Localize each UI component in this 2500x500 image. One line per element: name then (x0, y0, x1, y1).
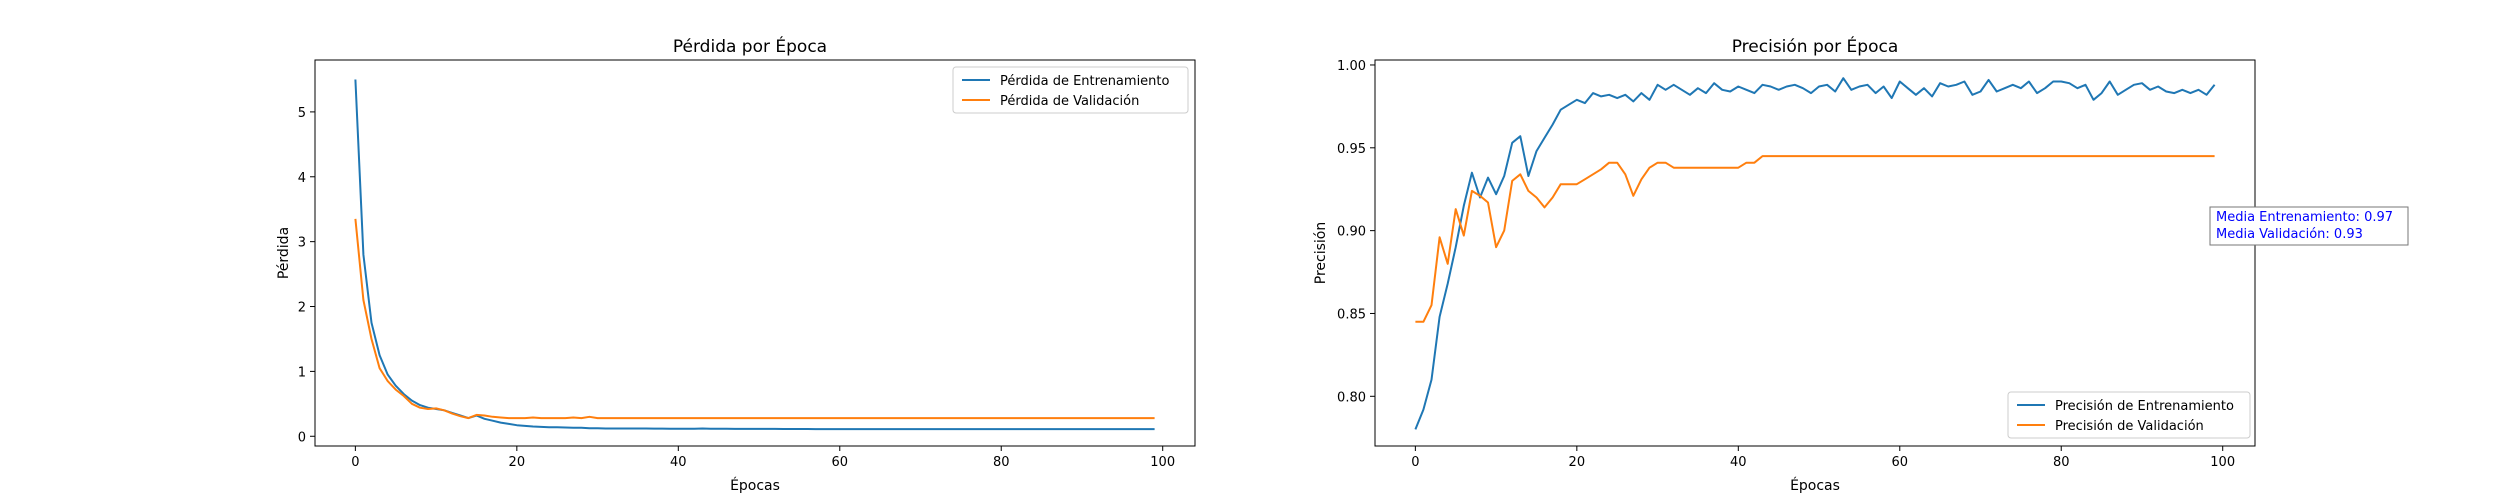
loss-legend-box (952, 66, 1189, 114)
accuracy-chart-ticks: 0 20 40 60 80 100 0.80 0.85 0.90 0.95 1.00 (1337, 59, 2235, 470)
accuracy-x-tick-label: 40 (1730, 455, 1747, 470)
accuracy-chart-legend: Precisión de Entrenamiento Precisión de … (2007, 391, 2251, 439)
loss-series-line-train (354, 79, 1155, 431)
loss-x-tick-label: 100 (1150, 455, 1175, 470)
loss-x-tick-label: 20 (509, 455, 526, 470)
accuracy-chart-xlabel: Épocas (1790, 477, 1840, 494)
loss-series-line-val (354, 218, 1155, 420)
loss-chart-ylabel: Pérdida (276, 227, 292, 279)
loss-chart-frame (314, 59, 1196, 447)
accuracy-y-tick-label: 1.00 (1337, 59, 1366, 74)
loss-y-tick-label: 1 (298, 365, 306, 380)
accuracy-chart: Precisión por Época 0 20 40 60 80 100 0.80 0.85… (1313, 35, 2409, 494)
accuracy-chart-ylabel: Precisión (1313, 222, 1329, 284)
accuracy-annotation-line-train: Media Entrenamiento: 0.97 (2216, 210, 2393, 225)
loss-y-tick-label: 5 (298, 106, 306, 121)
loss-chart-ticks: 0 20 40 60 80 100 0 1 2 3 4 5 (298, 106, 1175, 470)
accuracy-legend-label-val: Precisión de Validación (2055, 419, 2204, 434)
accuracy-legend-label-train: Precisión de Entrenamiento (2055, 399, 2234, 414)
accuracy-chart-plot-area (1414, 77, 2216, 430)
accuracy-y-tick-label: 0.80 (1337, 390, 1366, 405)
loss-chart-legend: Pérdida de Entrenamiento Pérdida de Vali… (952, 66, 1189, 114)
loss-y-tick-label: 4 (298, 171, 306, 186)
loss-chart-plot-area (354, 79, 1155, 431)
accuracy-x-tick-label: 80 (2053, 455, 2070, 470)
accuracy-series-line-val (1415, 155, 2215, 323)
accuracy-annotation-line-val: Media Validación: 0.93 (2216, 227, 2363, 242)
loss-y-tick-label: 0 (298, 430, 306, 445)
loss-legend-label-train: Pérdida de Entrenamiento (1000, 74, 1170, 89)
accuracy-x-tick-label: 60 (1891, 455, 1908, 470)
loss-x-tick-label: 0 (351, 455, 359, 470)
accuracy-chart-title: Precisión por Época (1732, 35, 1899, 57)
loss-y-tick-label: 2 (298, 301, 306, 316)
accuracy-y-tick-label: 0.90 (1337, 225, 1366, 240)
accuracy-series-line-train (1414, 77, 2216, 430)
accuracy-y-tick-label: 0.85 (1337, 307, 1366, 322)
accuracy-mean-annotation: Media Entrenamiento: 0.97 Media Validaci… (2209, 206, 2409, 246)
accuracy-legend-box (2007, 391, 2251, 439)
accuracy-x-tick-label: 100 (2210, 455, 2235, 470)
loss-chart-xlabel: Épocas (730, 477, 780, 494)
accuracy-x-tick-label: 20 (1569, 455, 1586, 470)
accuracy-y-tick-label: 0.95 (1337, 142, 1366, 157)
loss-x-tick-label: 60 (831, 455, 848, 470)
loss-y-tick-label: 3 (298, 236, 306, 251)
accuracy-chart-frame (1374, 59, 2256, 447)
loss-chart-title: Pérdida por Época (673, 35, 827, 57)
loss-x-tick-label: 80 (993, 455, 1010, 470)
accuracy-x-tick-label: 0 (1411, 455, 1419, 470)
accuracy-annotation-box (2209, 206, 2409, 246)
loss-legend-label-val: Pérdida de Validación (1000, 94, 1139, 109)
loss-x-tick-label: 40 (670, 455, 687, 470)
loss-chart: Pérdida por Época 0 20 40 60 80 100 0 1 2 3 4 5 Épo… (276, 35, 1196, 494)
